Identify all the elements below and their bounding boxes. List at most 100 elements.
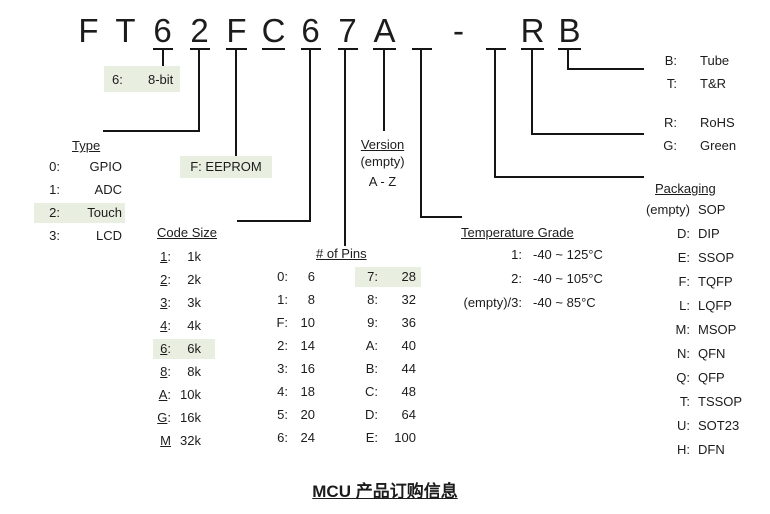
packaging-row: (empty) SOP — [645, 202, 726, 217]
connector-packaging-line — [494, 50, 496, 176]
bit-width-key: 6: — [112, 71, 123, 87]
temperature-grade-row: (empty)/3: -40 ~ 85°C — [463, 295, 596, 310]
connector-temp-line — [420, 50, 422, 216]
part-number-char — [477, 14, 514, 50]
connector-rohs-elbow — [531, 133, 644, 135]
pins-row: 4: 18 — [277, 384, 315, 399]
pins-row: C: 48 — [365, 384, 416, 399]
temperature-grade-row: 2: -40 ~ 105°C — [511, 271, 603, 286]
packaging-row: U: SOT23 — [677, 418, 740, 433]
type-list: 0: GPIO 1: ADC 2: Touch 3: LCD — [34, 157, 125, 249]
connector-type-line — [198, 50, 200, 130]
connector-codesize-line — [309, 50, 311, 220]
type-row: 1: ADC — [49, 182, 122, 197]
pins-row: E: 100 — [365, 430, 416, 445]
pins-row: 1: 8 — [277, 292, 315, 307]
pins-row: 5: 20 — [277, 407, 315, 422]
code-size-list: 1: 1k 2: 2k 3: 3k 4: 4k 6: 6k 8: 8k A: 10k G: 16k M 32k — [153, 247, 215, 454]
version-option-range: A - Z — [368, 174, 397, 189]
type-row: 2: Touch — [34, 203, 125, 223]
connector-temp-elbow — [420, 216, 462, 218]
code-size-row: 8: 8k — [160, 364, 201, 379]
packaging-row: Q: QFP — [676, 370, 725, 385]
rohs-green-row: R: RoHS — [664, 115, 735, 130]
part-number-char: F — [226, 12, 247, 50]
packaging-row: N: QFN — [677, 346, 726, 361]
code-size-row: 2: 2k — [160, 272, 201, 287]
bit-width-value: 8-bit — [148, 71, 174, 87]
code-size-row: 4: 4k — [160, 318, 201, 333]
connector-carrier-elbow — [567, 68, 644, 70]
packaging-row: T: TSSOP — [679, 394, 743, 409]
connector-rohs-line — [531, 50, 533, 133]
diagram-title-wrap: MCU 产品订购信息 — [0, 477, 770, 502]
temperature-grade-header: Temperature Grade — [461, 225, 574, 240]
pins-row: F: 10 — [276, 315, 315, 330]
part-number-char: T — [115, 12, 136, 49]
pins-row: 0: 6 — [277, 269, 315, 284]
code-size-row: 6: 6k — [153, 339, 215, 359]
packaging-row: M: MSOP — [675, 322, 737, 337]
part-number-char: C — [261, 12, 286, 50]
pins-row: 3: 16 — [277, 361, 315, 376]
pins-row: 7: 28 — [355, 267, 421, 287]
pins-row: 6: 24 — [277, 430, 315, 445]
packaging-row: L: LQFP — [679, 298, 732, 313]
connector-codesize-elbow — [237, 220, 311, 222]
diagram-title: MCU 产品订购信息 — [312, 482, 458, 501]
packaging-list: (empty) SOP D: DIP E: SSOP F: TQFP L: LQFP M: MSOP N… — [628, 200, 742, 464]
temperature-grade-row: 1: -40 ~ 125°C — [511, 247, 603, 262]
rohs-green-list: R: RoHS G: Green — [628, 113, 736, 159]
packaging-row: F: TQFP — [678, 274, 733, 289]
packaging-row: E: SSOP — [677, 250, 735, 265]
code-size-row: A: 10k — [158, 387, 201, 402]
connector-eeprom-line — [235, 50, 237, 157]
code-size-row: 3: 3k — [160, 295, 201, 310]
version-header: Version — [360, 137, 405, 152]
carrier-row: B: Tube — [664, 53, 730, 68]
code-size-row: 1: 1k — [160, 249, 201, 264]
connector-type-elbow — [103, 130, 200, 132]
version-option-empty: (empty) — [360, 154, 405, 169]
code-size-header: Code Size — [157, 225, 217, 240]
pins-row: 9: 36 — [367, 315, 416, 330]
carrier-list: B: Tube T: T&R — [628, 51, 729, 97]
pins-list-col2: 7: 28 8: 32 9: 36 A: 40 B: 44 C: 48 D: 64 E: 100 — [355, 267, 421, 451]
pins-row: D: 64 — [365, 407, 416, 422]
pins-row: 8: 32 — [367, 292, 416, 307]
connector-bitwidth-line — [162, 50, 164, 67]
part-number-char: 7 — [337, 12, 358, 50]
part-number-char: R — [520, 12, 545, 50]
connector-packaging-elbow — [494, 176, 644, 178]
pins-list-col1: 0: 6 1: 8 F: 10 2: 14 3: 16 4: 18 5: 20 6: 24 — [271, 267, 315, 451]
pins-row: 2: 14 — [277, 338, 315, 353]
bit-width-tag: 6: 8-bit — [104, 66, 181, 92]
part-number-char: A — [373, 12, 396, 50]
type-row: 0: GPIO — [49, 159, 122, 174]
carrier-row: T: T&R — [666, 76, 726, 91]
type-header: Type — [72, 138, 101, 153]
eeprom-tag: F: EEPROM — [180, 156, 272, 178]
temperature-grade-list: 1: -40 ~ 125°C 2: -40 ~ 105°C (empty)/3: -40 … — [440, 245, 603, 317]
version-block: Version (empty) A - Z — [340, 137, 425, 192]
connector-carrier-line — [567, 50, 569, 68]
connector-pins-line — [344, 50, 346, 246]
pins-row: B: 44 — [365, 361, 416, 376]
code-size-row: G: 16k — [157, 410, 201, 425]
part-number-char — [403, 14, 440, 50]
rohs-green-row: G: Green — [663, 138, 737, 153]
part-number-char: - — [453, 12, 464, 49]
code-size-row: M 32k — [160, 433, 201, 448]
type-row: 3: LCD — [49, 228, 122, 243]
packaging-row: D: DIP — [677, 226, 720, 241]
part-number-char: 6 — [300, 12, 321, 50]
pins-header: # of Pins — [316, 246, 367, 261]
part-number-char: F — [78, 12, 99, 49]
part-number-char: B — [558, 12, 581, 50]
packaging-header: Packaging — [655, 181, 716, 196]
pins-row: A: 40 — [365, 338, 416, 353]
part-number-char: 2 — [189, 12, 210, 50]
packaging-row: H: DFN — [677, 442, 725, 457]
